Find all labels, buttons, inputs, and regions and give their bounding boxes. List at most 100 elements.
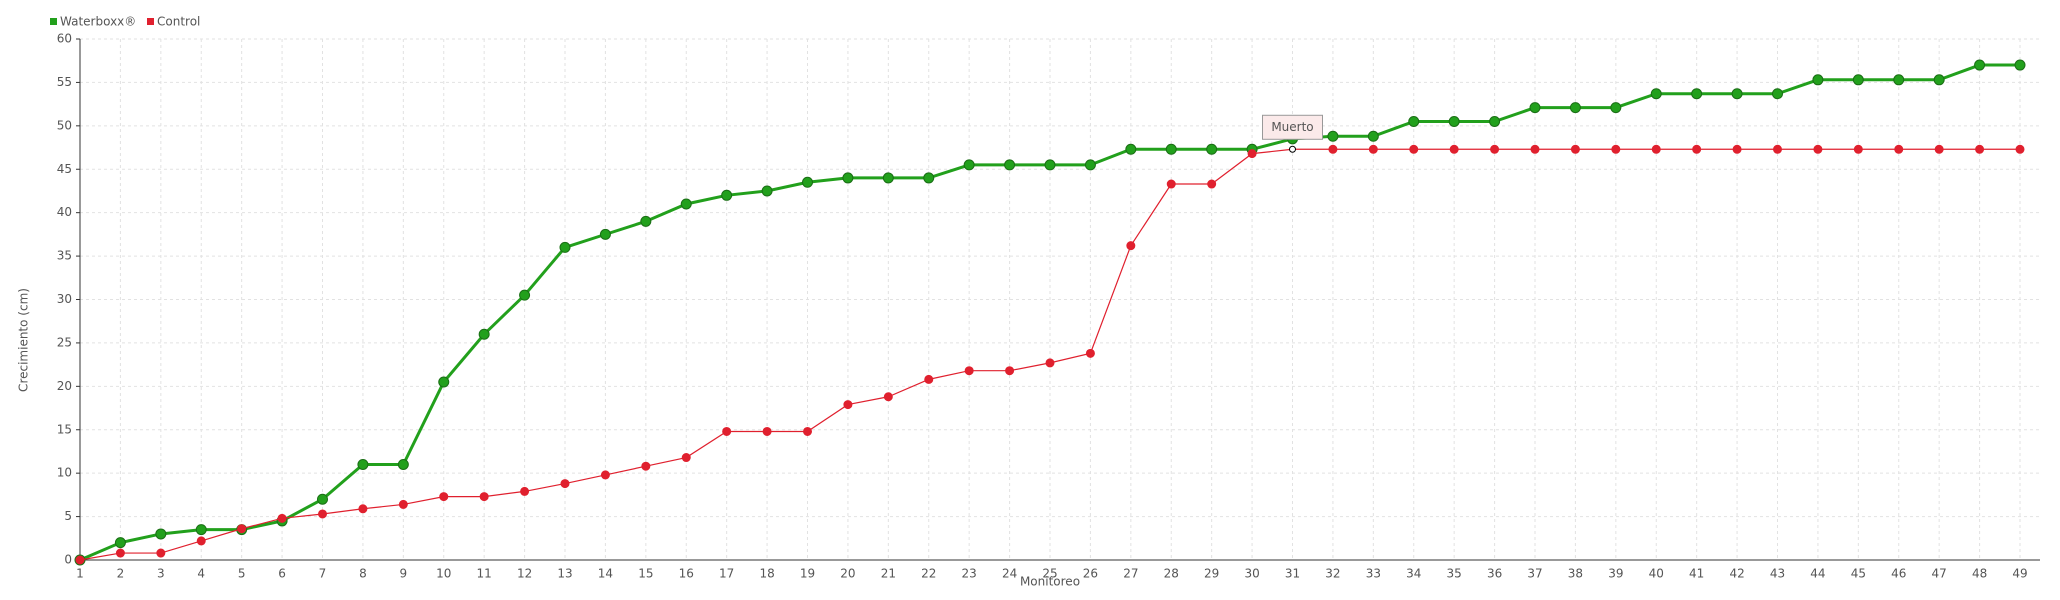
data-point [1569,102,1581,114]
x-tick-label: 11 [477,567,492,581]
data-point [237,524,247,534]
data-point [559,241,571,253]
data-point [843,400,853,410]
data-point [1328,144,1338,154]
data-point [1408,115,1420,127]
data-point [924,374,934,384]
x-axis-label: Monitoreo [1020,575,1080,589]
x-tick-label: 3 [157,567,165,581]
data-point [357,458,369,470]
data-point [1489,115,1501,127]
data-point [1045,358,1055,368]
y-tick-label: 45 [57,162,72,176]
x-tick-label: 37 [1527,567,1542,581]
data-point [398,499,408,509]
data-point [479,492,489,502]
data-point [1449,144,1459,154]
y-tick-label: 55 [57,75,72,89]
data-point [1166,179,1176,189]
data-point [1165,143,1177,155]
x-tick-label: 29 [1204,567,1219,581]
x-tick-label: 42 [1729,567,1744,581]
annotation-text: Muerto [1271,120,1313,134]
data-point [802,176,813,188]
x-tick-label: 45 [1851,567,1866,581]
y-tick-label: 10 [57,466,72,480]
data-point [560,479,570,489]
data-point [1611,144,1621,154]
y-tick-label: 60 [57,32,72,46]
data-point [397,458,409,470]
x-tick-label: 39 [1608,567,1623,581]
y-tick-label: 35 [57,249,72,263]
x-tick-label: 43 [1770,567,1785,581]
y-tick-label: 25 [57,335,72,349]
data-point [1409,144,1419,154]
data-point [1813,144,1823,154]
data-point [277,513,287,523]
x-tick-label: 7 [319,567,327,581]
data-point [761,185,773,197]
data-point [640,215,652,227]
x-tick-label: 33 [1366,567,1381,581]
data-point [75,555,85,565]
x-tick-label: 18 [759,567,774,581]
x-tick-label: 25 [1042,567,1057,581]
data-point [1206,143,1218,155]
data-point [358,504,368,514]
data-point [599,228,611,240]
x-tick-label: 19 [800,567,815,581]
data-point [2015,144,2025,154]
data-point [317,493,328,505]
y-tick-label: 40 [57,205,72,219]
data-point [1490,144,1500,154]
data-point [964,366,974,376]
x-tick-label: 31 [1285,567,1300,581]
x-tick-label: 30 [1244,567,1259,581]
y-tick-label: 30 [57,292,72,306]
data-point [318,509,327,519]
y-tick-label: 15 [57,422,72,436]
x-tick-label: 34 [1406,567,1421,581]
x-tick-label: 46 [1891,567,1906,581]
x-tick-label: 49 [2012,567,2027,581]
x-tick-label: 9 [400,567,408,581]
data-point [1650,88,1662,100]
x-tick-label: 26 [1083,567,1098,581]
data-point [1893,74,1905,86]
data-point [115,548,125,558]
data-point [155,528,167,540]
x-tick-label: 13 [557,567,572,581]
data-point [438,376,450,388]
data-point [478,328,490,340]
data-point [114,537,126,549]
x-tick-label: 41 [1689,567,1704,581]
x-tick-label: 40 [1649,567,1664,581]
x-tick-label: 14 [598,567,613,581]
x-tick-label: 20 [840,567,855,581]
x-tick-label: 38 [1568,567,1583,581]
data-point [1691,88,1703,100]
x-tick-label: 5 [238,567,246,581]
data-point [1692,144,1702,154]
x-tick-label: 6 [278,567,286,581]
x-tick-label: 24 [1002,567,1017,581]
x-tick-label: 35 [1447,567,1462,581]
data-point [1530,144,1540,154]
data-point [196,536,206,546]
x-tick-label: 48 [1972,567,1987,581]
x-tick-label: 10 [436,567,451,581]
data-point [721,189,733,201]
x-tick-label: 36 [1487,567,1502,581]
data-point [923,172,935,184]
data-point [842,172,854,184]
data-point [1975,144,1985,154]
data-point [1084,159,1096,171]
x-tick-label: 32 [1325,567,1340,581]
y-tick-label: 0 [64,553,72,567]
data-point [1974,59,1986,71]
data-point [1812,74,1824,86]
data-point [1207,179,1217,189]
data-point [1085,348,1095,358]
data-point [1852,74,1864,86]
